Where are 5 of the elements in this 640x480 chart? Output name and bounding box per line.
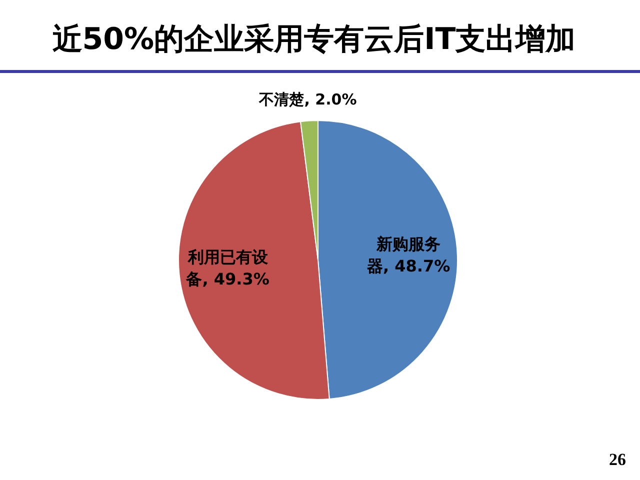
chart-title: 近50%的企业采用专有云后IT支出增加 (51, 21, 577, 59)
slice-label: 不清楚, 2.0% (258, 90, 357, 109)
slice-label: 利用已有设备, 49.3% (185, 248, 270, 289)
text: 26 (609, 450, 626, 470)
slice-label: 新购服务器, 48.7% (367, 234, 450, 276)
